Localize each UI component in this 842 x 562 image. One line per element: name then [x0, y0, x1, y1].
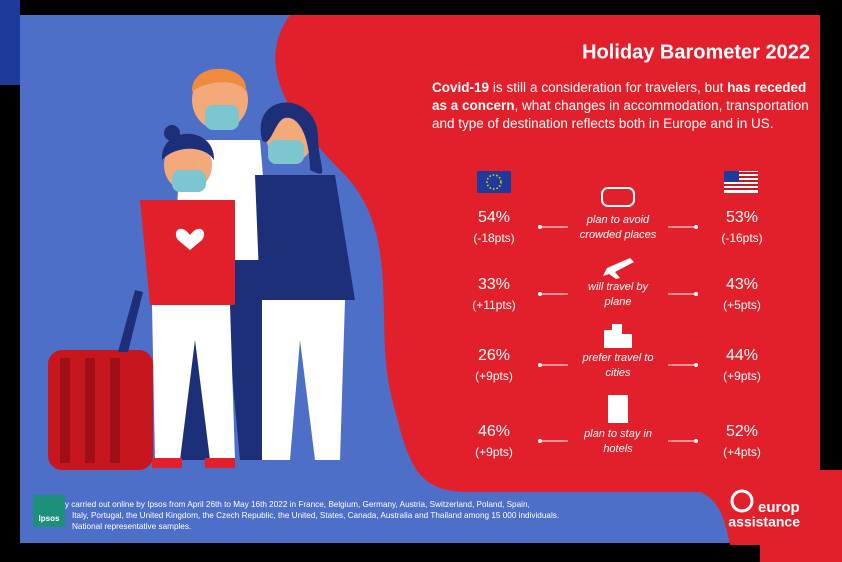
connector-dot: [694, 439, 698, 443]
us-flag: [724, 171, 758, 193]
intro-segment: has receded: [727, 80, 810, 95]
intro-segment: and type of destination reflects both in…: [432, 116, 773, 131]
footer-note: National representative samples.: [72, 522, 191, 531]
intro-segment: is still a consideration for travelers, …: [489, 80, 727, 95]
connector-dot: [538, 439, 542, 443]
eu-value: 26%: [478, 347, 510, 364]
icons: [601, 187, 635, 423]
logo-mark: [730, 489, 754, 513]
red-panel: [275, 15, 821, 545]
eu-flag: [477, 171, 511, 193]
hotel-icon: [608, 395, 628, 423]
eu-change: (+9pts): [475, 369, 513, 383]
row-label: plane: [604, 296, 632, 308]
ipsos-text: Ipsos: [39, 514, 60, 523]
us-value: 52%: [726, 423, 758, 440]
eu-change: (-18pts): [473, 231, 514, 245]
row-label: hotels: [603, 443, 633, 455]
row-label: prefer travel to: [582, 352, 654, 364]
footer-note: Study carried out online by Ipsos from A…: [48, 500, 530, 509]
title: Holiday Barometer 2022: [582, 41, 810, 63]
row-label: cities: [605, 367, 631, 379]
eu-change: (+11pts): [472, 298, 515, 312]
us-value: 43%: [726, 276, 758, 293]
ipsos-logo: [33, 495, 65, 527]
plane-icon: [603, 258, 634, 279]
mask-icon: [601, 187, 635, 207]
eu-value: 33%: [478, 276, 510, 293]
us-change: (-16pts): [721, 231, 762, 245]
connector-dot: [694, 225, 698, 229]
eu-value: 46%: [478, 423, 510, 440]
corner: [820, 470, 842, 562]
intro-segment: as a concern: [432, 98, 515, 113]
city-icon: [604, 324, 632, 348]
connector-dot: [694, 292, 698, 296]
illustration: [48, 68, 355, 470]
us-value: 53%: [726, 209, 758, 226]
us-change: (+5pts): [723, 298, 761, 312]
intro-segment: Covid-19: [432, 80, 489, 95]
footer-note: Italy, Portugal, the United Kingdom, the…: [72, 511, 559, 520]
us-change: (+9pts): [723, 369, 761, 383]
row-label: plan to avoid: [586, 214, 650, 226]
us-change: (+4pts): [723, 445, 761, 459]
connector-dot: [538, 363, 542, 367]
intro-line: Covid-19 is still a consideration for tr…: [432, 80, 810, 95]
row-label: plan to stay in: [583, 428, 652, 440]
row-label: crowded places: [580, 229, 657, 241]
intro-line: as a concern, what changes in accommodat…: [432, 98, 812, 113]
corner: [0, 0, 20, 85]
row-label: will travel by: [588, 281, 649, 293]
connector-dot: [694, 363, 698, 367]
corner: [760, 540, 830, 562]
connector-dot: [538, 225, 542, 229]
eu-change: (+9pts): [475, 445, 513, 459]
intro-line: and type of destination reflects both in…: [432, 116, 773, 131]
intro-segment: , what changes in accommodation, transpo…: [515, 98, 813, 113]
us-value: 44%: [726, 347, 758, 364]
eu-value: 54%: [478, 209, 510, 226]
logo-text: europ: [758, 499, 800, 516]
intro: Covid-19 is still a consideration for tr…: [432, 80, 812, 131]
logo-text: assistance: [728, 514, 800, 530]
connector-dot: [538, 292, 542, 296]
